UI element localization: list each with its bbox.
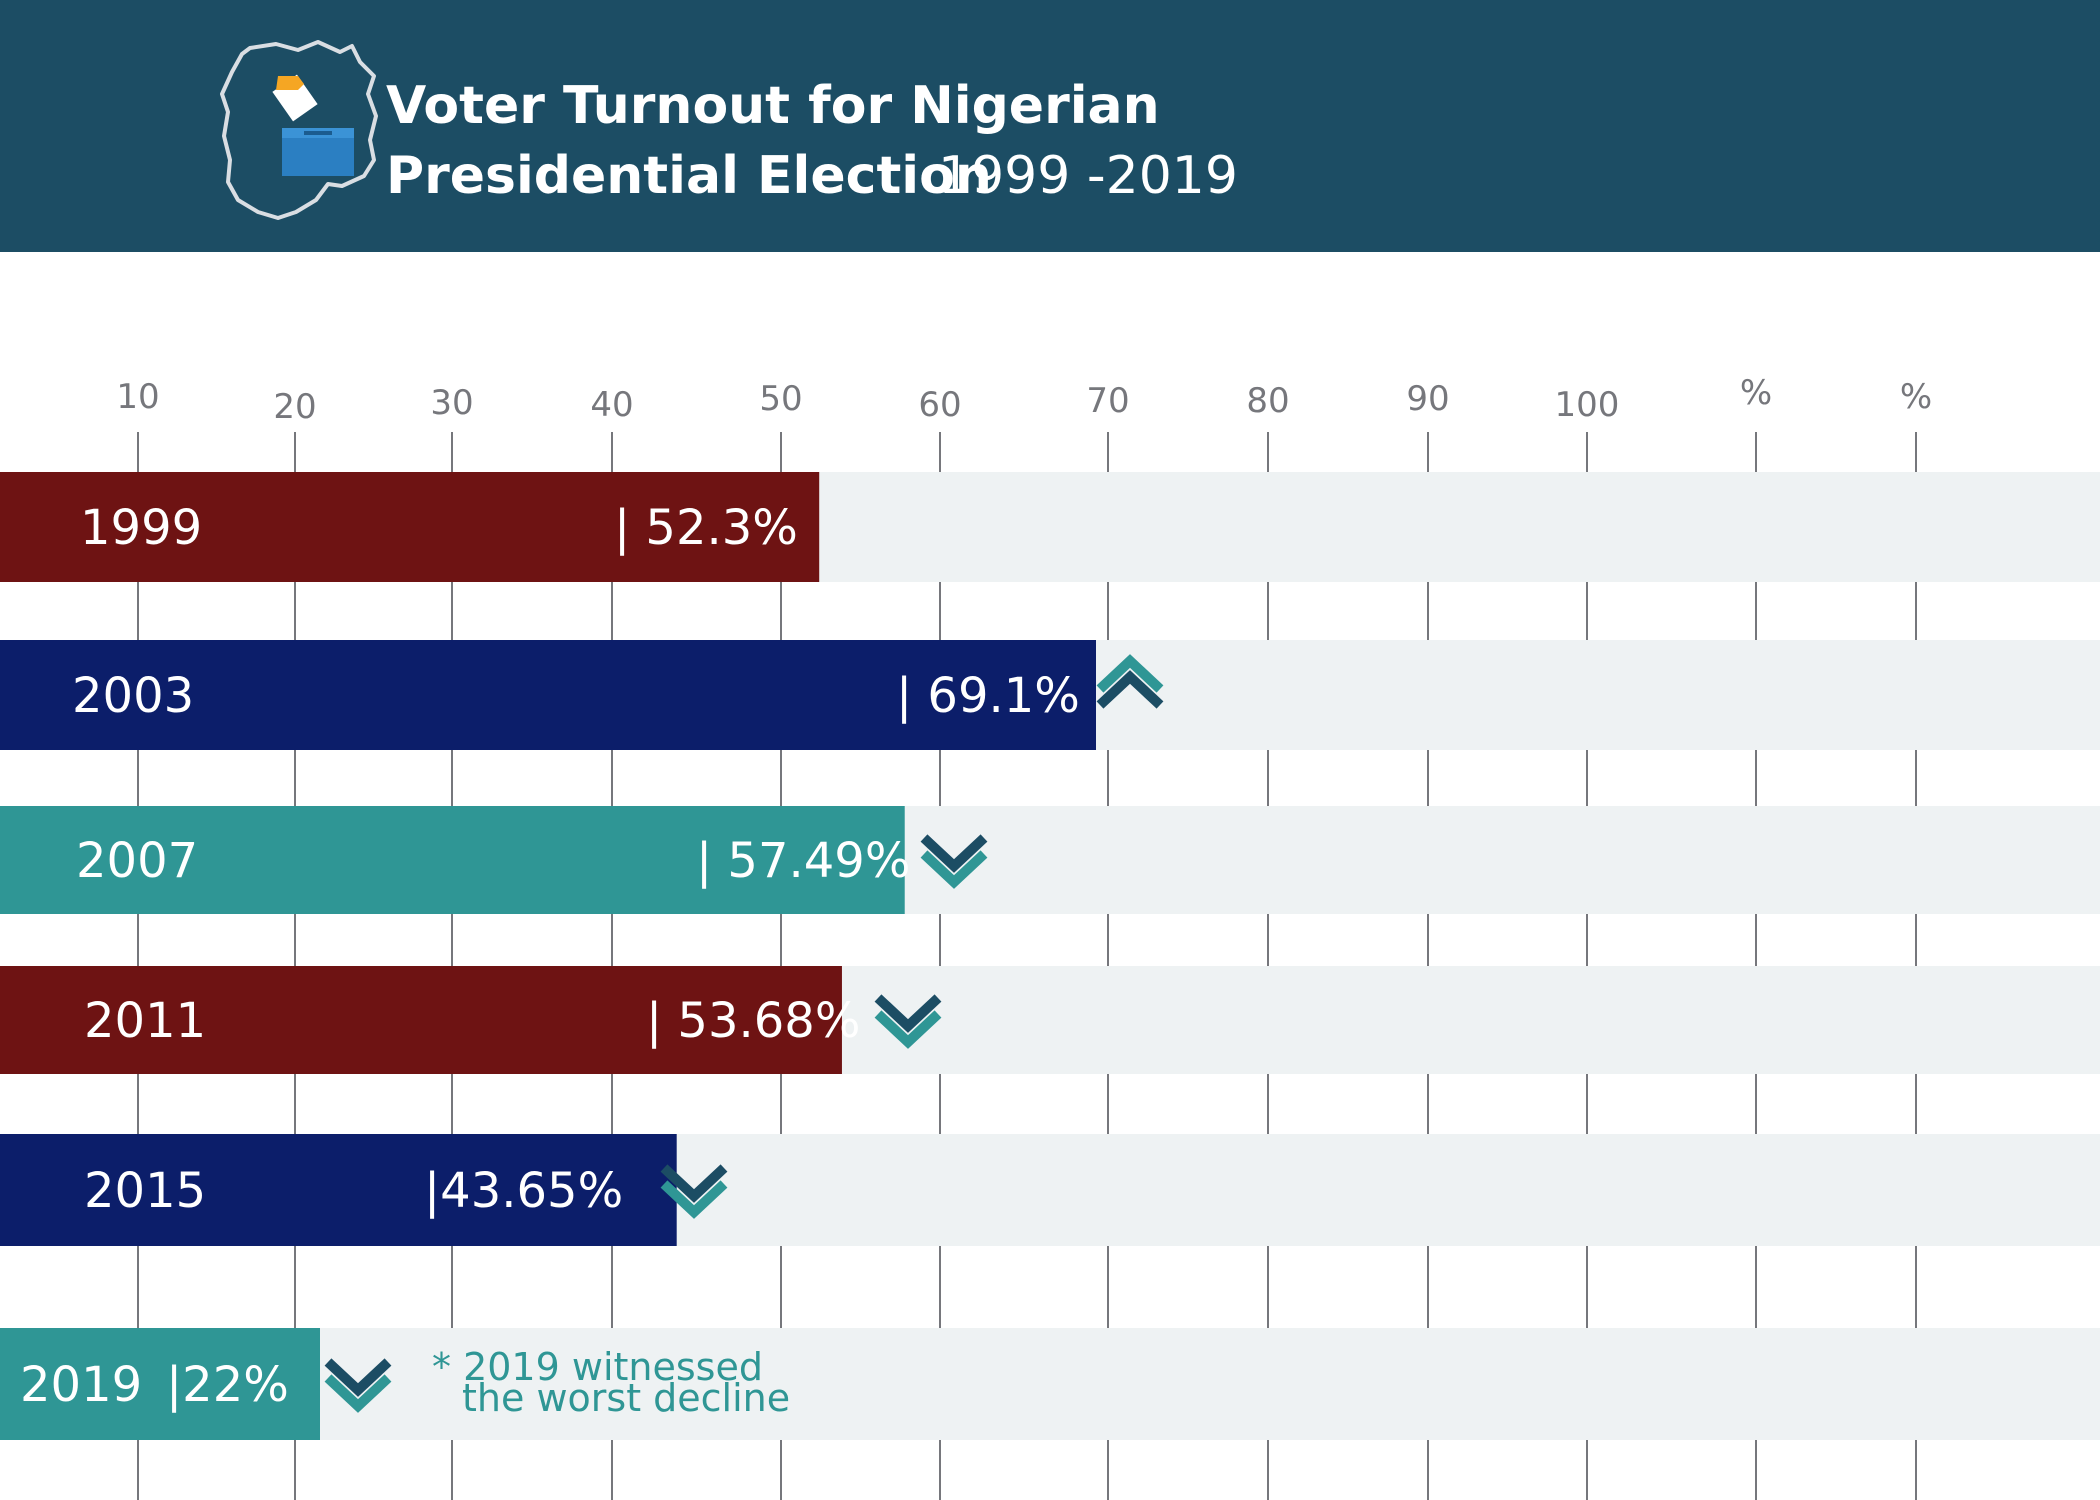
tick-label: % [1900,377,1932,417]
bar-value-label: | 52.3% [614,500,798,556]
ballot-box-icon [272,74,354,176]
bar-value-label: |43.65% [424,1163,623,1219]
chart-title-line1: Voter Turnout for Nigerian [386,76,1160,136]
tick-label: 40 [590,385,633,425]
tick-label: 50 [759,379,802,419]
bar-2011 [0,966,842,1074]
bar-year-label: 2015 [84,1163,206,1219]
bar-1999 [0,472,820,582]
bar-2015 [0,1134,677,1246]
nigeria-map-icon [220,40,378,220]
chart-title-line2: Presidential Election [386,146,992,206]
tick-label: 100 [1555,385,1620,425]
tick-label: 20 [273,387,316,427]
chevron-down-icon [324,1358,392,1413]
chart-title-years: 1999 -2019 [938,146,1238,206]
tick-label: 90 [1406,379,1449,419]
header-banner: Voter Turnout for Nigerian Presidential … [0,0,2100,252]
bar-2019 [0,1328,320,1440]
chevron-down-icon [874,994,942,1049]
bar-value-label: | 69.1% [896,668,1080,724]
bar-value-label: | 53.68% [646,993,860,1049]
bar-year-label: 2019 [20,1357,142,1413]
chevron-up-icon [1096,654,1164,709]
tick-label: 70 [1086,381,1129,421]
bar-year-label: 1999 [80,500,202,556]
bar-year-label: 2007 [76,833,198,889]
tick-label: % [1740,373,1772,413]
bar-value-label: |22% [166,1357,289,1413]
chevron-down-icon [920,834,988,889]
bar-year-label: 2011 [84,993,206,1049]
tick-label: 80 [1246,381,1289,421]
tick-label: 10 [116,377,159,417]
tick-label: 60 [918,385,961,425]
note-line1: * 2019 witnessed [432,1345,763,1389]
chevron-down-icon [660,1164,728,1219]
bar-value-label: | 57.49% [696,833,910,889]
note-line2: the worst decline [462,1376,790,1420]
tick-label: 30 [430,383,473,423]
bar-2003 [0,640,1096,750]
bar-2007 [0,806,905,914]
bar-year-label: 2003 [72,668,194,724]
